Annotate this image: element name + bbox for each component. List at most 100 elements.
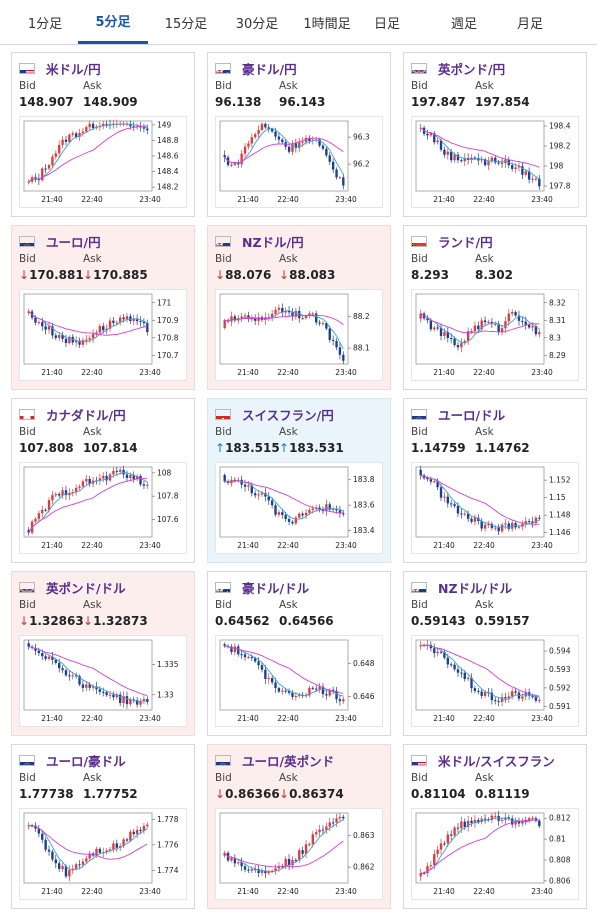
candle-body <box>318 139 321 146</box>
candle-body <box>250 485 253 494</box>
candle-body <box>304 512 308 516</box>
pair-title[interactable]: ユーロ/円 <box>46 235 101 250</box>
price-chart[interactable]: 1.778 1.776 1.774 21:40 22:40 23:40 <box>19 808 187 900</box>
candle-body <box>456 669 460 673</box>
candle-body <box>527 171 531 180</box>
price-chart[interactable]: 0.594 0.593 0.592 0.591 21:40 22:40 23:40 <box>411 635 579 727</box>
tab-5[interactable]: 日足 <box>373 16 400 32</box>
price-chart[interactable]: 171 170.9 170.8 170.7 21:40 22:40 23:40 <box>19 289 187 381</box>
pair-title[interactable]: 豪ドル/円 <box>242 62 297 77</box>
pair-title[interactable]: スイスフラン/円 <box>242 408 334 423</box>
rate-card[interactable]: 英ポンド/円 Bid Ask 197.847 197.854 198.4 198.2 198 1… <box>403 52 587 217</box>
rate-card[interactable]: NZドル/円 Bid Ask ↓88.076 ↓88.083 88.2 88.1 21:40 2… <box>207 225 391 390</box>
candlestick-chart: 0.812 0.81 0.808 0.806 21:40 22:40 23:40 <box>415 810 571 896</box>
pair-title[interactable]: ユーロ/豪ドル <box>46 754 126 769</box>
candle-body <box>105 475 108 481</box>
price-chart[interactable]: 0.812 0.81 0.808 0.806 21:40 22:40 23:40 <box>411 808 579 900</box>
candle-body <box>298 850 301 861</box>
tab-7[interactable]: 月足 <box>516 16 543 32</box>
candlestick-chart: 183.8 183.6 183.4 21:40 22:40 23:40 <box>219 466 375 550</box>
candle-body <box>274 131 277 137</box>
candle-body <box>41 833 44 840</box>
candle-body <box>466 513 470 519</box>
candle-body <box>453 664 456 670</box>
bid-number: 148.907 <box>19 95 74 109</box>
candle-body <box>321 829 325 831</box>
rate-card[interactable]: スイスフラン/円 Bid Ask ↑183.515 ↑183.531 183.8 183.6… <box>207 398 391 563</box>
rate-card[interactable]: ユーロ/豪ドル Bid Ask 1.77738 1.77752 1.778 1.776 1.7… <box>11 744 195 909</box>
price-chart[interactable]: 183.8 183.6 183.4 21:40 22:40 23:40 <box>215 462 383 554</box>
candle-body <box>274 505 277 515</box>
candle-body <box>230 164 233 166</box>
y-tick-label: 107.6 <box>157 515 179 524</box>
pair-title[interactable]: 英ポンド/円 <box>438 62 506 77</box>
candle-body <box>146 824 149 827</box>
pair-title[interactable]: 米ドル/円 <box>46 62 101 77</box>
price-chart[interactable]: 108 107.8 107.6 21:40 22:40 23:40 <box>19 462 187 554</box>
pair-title[interactable]: カナダドル/円 <box>46 408 126 423</box>
tab-1[interactable]: 5分足 <box>78 0 148 44</box>
candle-body <box>68 493 71 496</box>
x-tick-label: 22:40 <box>277 714 299 723</box>
pair-title[interactable]: 米ドル/スイスフラン <box>438 754 555 769</box>
candle-body <box>325 323 328 329</box>
candle-body <box>477 325 480 330</box>
pair-title[interactable]: 豪ドル/ドル <box>242 581 310 596</box>
tab-4[interactable]: 1時間足 <box>303 16 351 32</box>
candle-body <box>108 474 112 481</box>
candle-body <box>504 523 507 525</box>
candle-body <box>473 157 477 159</box>
rate-card[interactable]: 米ドル/スイスフラン Bid Ask 0.81104 0.81119 0.812 0.81 0… <box>403 744 587 909</box>
tab-6[interactable]: 週足 <box>450 16 477 32</box>
price-chart[interactable]: 96.3 96.2 21:40 22:40 23:40 <box>215 116 383 208</box>
tab-2[interactable]: 15分足 <box>164 16 208 32</box>
candle-body <box>54 153 57 157</box>
candle-body <box>98 326 102 333</box>
pair-title[interactable]: ユーロ/英ポンド <box>242 754 335 769</box>
candle-body <box>294 695 298 697</box>
candle-body <box>257 129 260 135</box>
candle-body <box>78 864 81 866</box>
ask-value: 197.854 <box>475 95 530 109</box>
price-chart[interactable]: 1.335 1.33 21:40 22:40 23:40 <box>19 635 187 727</box>
candle-body <box>47 326 51 330</box>
rate-card[interactable]: ユーロ/ドル Bid Ask 1.14759 1.14762 1.152 1.15 1.148… <box>403 398 587 563</box>
ask-number: 96.143 <box>279 95 326 109</box>
candle-body <box>500 524 504 532</box>
candle-body <box>274 309 277 314</box>
candle-body <box>429 479 433 482</box>
rate-card[interactable]: ユーロ/円 Bid Ask ↓170.881 ↓170.885 171 170.9 170.8… <box>11 225 195 390</box>
candle-body <box>304 316 308 319</box>
price-chart[interactable]: 1.152 1.15 1.148 1.146 21:40 22:40 23:40 <box>411 462 579 554</box>
rate-card[interactable]: ユーロ/英ポンド Bid Ask ↓0.86366 ↓0.86374 0.863 0.862… <box>207 744 391 909</box>
down-arrow-icon: ↓ <box>19 614 30 628</box>
rate-card[interactable]: ランド/円 Bid Ask 8.293 8.302 8.32 8.31 8.3 8.29 21:4… <box>403 225 587 390</box>
price-chart[interactable]: 149 148.8 148.6 148.4 148.2 21:40 22:40 23:40 <box>19 116 187 208</box>
pair-title[interactable]: NZドル/ドル <box>438 581 513 596</box>
rate-card[interactable]: NZドル/ドル Bid Ask 0.59143 0.59157 0.594 0.593 0.5… <box>403 571 587 736</box>
candle-body <box>500 819 504 821</box>
ask-value: 0.81119 <box>475 787 530 801</box>
rate-card[interactable]: 豪ドル/ドル Bid Ask 0.64562 0.64566 0.648 0.646 21:4… <box>207 571 391 736</box>
rate-card[interactable]: 英ポンド/ドル Bid Ask ↓1.32863 ↓1.32873 1.335 1.33 21… <box>11 571 195 736</box>
candle-body <box>538 178 541 187</box>
price-chart[interactable]: 8.32 8.31 8.3 8.29 21:40 22:40 23:40 <box>411 289 579 381</box>
candle-body <box>325 694 328 696</box>
pair-title[interactable]: ユーロ/ドル <box>438 408 506 423</box>
candle-body <box>146 699 149 702</box>
tab-0[interactable]: 1分足 <box>27 16 63 32</box>
pair-title[interactable]: 英ポンド/ドル <box>46 581 126 596</box>
pair-title[interactable]: NZドル/円 <box>242 235 304 250</box>
ma-fast-line <box>224 819 344 873</box>
price-chart[interactable]: 88.2 88.1 21:40 22:40 23:40 <box>215 289 383 381</box>
rate-card[interactable]: 豪ドル/円 Bid Ask 96.138 96.143 96.3 96.2 21:40 22:4… <box>207 52 391 217</box>
pair-title[interactable]: ランド/円 <box>438 235 493 250</box>
rate-card[interactable]: カナダドル/円 Bid Ask 107.808 107.814 108 107.8 107.6… <box>11 398 195 563</box>
rate-card[interactable]: 米ドル/円 Bid Ask 148.907 148.909 149 148.8 148.6 14… <box>11 52 195 217</box>
tab-3[interactable]: 30分足 <box>235 16 279 32</box>
price-chart[interactable]: 198.4 198.2 198 197.8 21:40 22:40 23:40 <box>411 116 579 208</box>
bid-label: Bid <box>215 426 232 438</box>
candle-body <box>81 481 85 487</box>
price-chart[interactable]: 0.648 0.646 21:40 22:40 23:40 <box>215 635 383 727</box>
price-chart[interactable]: 0.863 0.862 21:40 22:40 23:40 <box>215 808 383 900</box>
